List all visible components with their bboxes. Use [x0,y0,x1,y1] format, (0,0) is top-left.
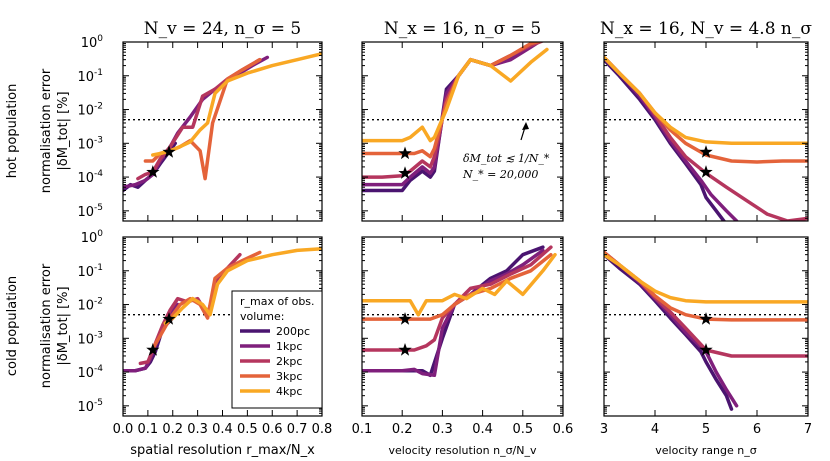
star-marker [699,312,713,325]
series-4kpc [151,51,322,157]
ytick-label: 10-3 [77,330,103,347]
legend-title-line2: volume: [240,310,284,323]
series-2kpc [362,245,553,352]
star-marker [398,312,412,325]
xtick-label: 0.6 [553,422,574,437]
legend: r_max of obs. volume: 200pc 1kpc 2kpc 3kpc 4… [231,290,323,409]
xtick-label: 0.2 [392,422,413,437]
xtick-label: 0.3 [187,422,208,437]
ytick-label: 10-1 [77,68,103,85]
legend-entry: 2kpc [240,355,302,368]
xtick-label: 0.4 [212,422,233,437]
legend-label: 3kpc [276,370,302,383]
xlabel: velocity range n_σ [655,444,756,457]
xtick-label: 7 [804,422,812,437]
star-marker [398,343,412,356]
legend-box [231,290,323,409]
axes-frame [603,236,809,417]
legend-entry: 200pc [240,325,310,338]
legend-entry: 3kpc [240,370,302,383]
axes-frame [122,41,323,222]
panel-title: N_x = 16, N_v = 4.8 n_σ [600,19,812,39]
xtick-label: 0.4 [472,422,493,437]
panel-title: N_x = 16, n_σ = 5 [384,19,541,39]
star-marker [398,166,412,179]
row-label-hot: hot population [5,84,20,179]
axes-frame [361,236,564,417]
legend-label: 4kpc [276,385,302,398]
legend-title-line1: r_max of obs. [240,295,315,308]
xtick-label: 4 [651,422,659,437]
xtick-label: 0.7 [287,422,308,437]
ytick-label: 100 [81,229,104,246]
xtick-label: 0.2 [162,422,183,437]
ytick-label: 10-3 [77,135,103,152]
ytick-label: 10-1 [77,263,103,280]
panel-title: N_v = 24, n_σ = 5 [144,19,301,39]
series-4kpc [362,47,549,143]
ytick-label: 10-4 [77,169,103,186]
legend-label: 2kpc [276,355,302,368]
star-marker [162,312,176,325]
xtick-label: 0.3 [432,422,453,437]
annotation-arrowhead [522,122,529,130]
ytick-label: 10-5 [77,398,103,415]
legend-entry: 4kpc [240,385,302,398]
xtick-label: 0.5 [237,422,258,437]
annotation-line1: δM_tot ≲ 1/N_* [463,152,550,165]
xtick-label: 0.6 [262,422,283,437]
ytick-label: 10-2 [77,297,103,314]
star-marker [398,146,412,160]
ytick-label: 10-4 [77,364,103,381]
series-4kpc [362,252,557,317]
panel-bottom-right: 3 4 5 6 7 velocity range n_σ [600,236,812,457]
panel-top-left: 100 10-1 10-2 10-3 10-4 10-5 N_v = 24, n_σ = 5 [77,19,323,222]
xtick-label: 0.1 [352,422,373,437]
series-4kpc [604,55,808,146]
ylabel-bottom-line2: |δM_tot| [%] [56,286,71,365]
series-4kpc [163,246,322,325]
legend-label: 200pc [276,325,310,338]
legend-entry: 1kpc [240,340,302,353]
series-4kpc [604,252,808,304]
series-2kpc [604,250,808,358]
xtick-label: 3 [600,422,608,437]
annotation: δM_tot ≲ 1/N_* N_* = 20,000 [462,122,550,181]
xtick-label: 6 [753,422,761,437]
star-marker [146,343,160,356]
row-label-cold: cold population [5,276,20,376]
series-200pc [604,252,734,411]
panel-top-middle: N_x = 16, n_σ = 5 [361,19,564,222]
panel-top-right: N_x = 16, N_v = 4.8 n_σ [600,19,812,222]
panel-bottom-middle: 0.1 0.2 0.3 0.4 0.5 0.6 velocity resolution n_… [352,236,574,457]
ytick-label: 100 [81,34,104,51]
series-1kpc [362,248,545,378]
ytick-label: 10-5 [77,203,103,220]
ylabel-top-line2: |δM_tot| [%] [56,91,71,170]
ytick-label: 10-2 [77,102,103,119]
star-marker [699,165,713,178]
xtick-label: 0.1 [138,422,159,437]
xtick-label: 0.0 [113,422,134,437]
ylabel-top-line1: normalisation error [39,68,54,193]
axes-frame [361,41,564,222]
star-marker [699,145,713,158]
star-marker [146,165,160,178]
xtick-label: 0.8 [312,422,333,437]
ylabel-bottom-line1: normalisation error [39,263,54,388]
xtick-label: 0.5 [512,422,533,437]
xlabel: velocity resolution n_σ/N_v [389,444,537,457]
xtick-label: 5 [702,422,710,437]
star-marker [699,343,713,356]
xlabel: spatial resolution r_max/N_x [130,443,315,458]
series-3kpc [604,250,808,322]
annotation-line2: N_* = 20,000 [462,168,538,181]
star-marker [162,145,176,158]
legend-label: 1kpc [276,340,302,353]
